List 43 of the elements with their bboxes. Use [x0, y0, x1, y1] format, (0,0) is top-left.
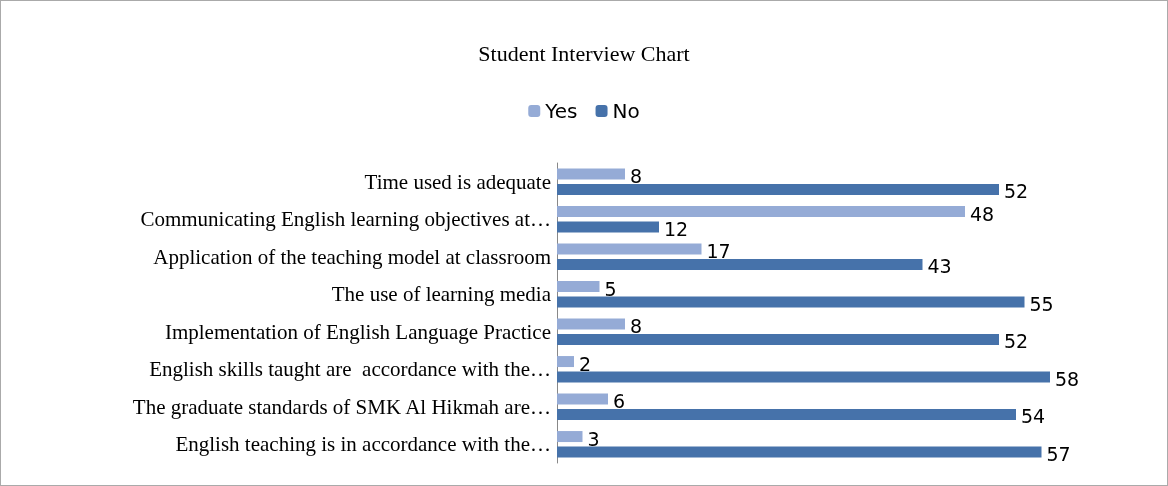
- bar: [557, 168, 625, 180]
- data-label: 8: [630, 165, 643, 188]
- data-label: 43: [927, 255, 952, 278]
- bar: [557, 408, 1016, 420]
- bar: [557, 371, 1050, 383]
- bar: [557, 221, 659, 233]
- bar: [557, 333, 999, 345]
- y-tick-label: Implementation of English Language Practice: [164, 319, 551, 344]
- bar: [557, 281, 600, 293]
- bar: [557, 318, 625, 330]
- bar: [557, 296, 1025, 308]
- data-label: 48: [970, 202, 995, 225]
- y-tick-label: Time used is adequate: [364, 169, 551, 194]
- bar: [557, 446, 1042, 458]
- legend-label: Yes: [544, 99, 578, 123]
- data-label: 3: [587, 427, 600, 450]
- y-tick-label: English teaching is in accordance with the…: [175, 432, 551, 457]
- data-label: 57: [1046, 442, 1071, 465]
- y-tick-label: Application of the teaching model at classroom: [153, 244, 551, 269]
- y-tick-label: English skills taught are accordance with the…: [149, 357, 551, 382]
- data-label: 2: [579, 352, 592, 375]
- bar: [557, 431, 583, 443]
- data-label: 55: [1029, 292, 1054, 315]
- bar: [557, 243, 702, 255]
- bar: [557, 356, 574, 368]
- data-label: 8: [630, 315, 643, 338]
- bar: [557, 393, 608, 405]
- data-label: 52: [1004, 330, 1029, 353]
- y-tick-label: Communicating English learning objectives at…: [140, 207, 551, 232]
- data-label: 54: [1021, 405, 1046, 428]
- data-label: 12: [664, 217, 689, 240]
- y-tick-label: The graduate standards of SMK Al Hikmah are…: [132, 394, 551, 419]
- data-label: 5: [604, 277, 617, 300]
- data-label: 52: [1004, 180, 1029, 203]
- y-tick-label: The use of learning media: [331, 282, 552, 307]
- data-label: 17: [706, 240, 731, 263]
- data-label: 6: [613, 390, 626, 413]
- bar: [557, 258, 923, 270]
- legend-label: No: [612, 99, 640, 123]
- bar: [557, 206, 965, 218]
- chart-title: Student Interview Chart: [478, 40, 690, 66]
- bar: [557, 183, 999, 195]
- data-label: 58: [1055, 367, 1080, 390]
